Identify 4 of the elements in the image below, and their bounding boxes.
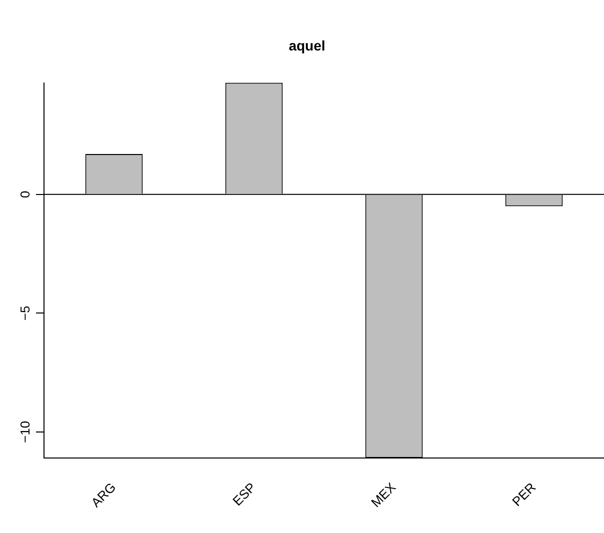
y-tick-label: −10 — [18, 420, 33, 443]
chart-title: aquel — [288, 37, 326, 54]
y-tick-label: 0 — [18, 190, 33, 198]
y-tick-label: −5 — [18, 306, 33, 321]
